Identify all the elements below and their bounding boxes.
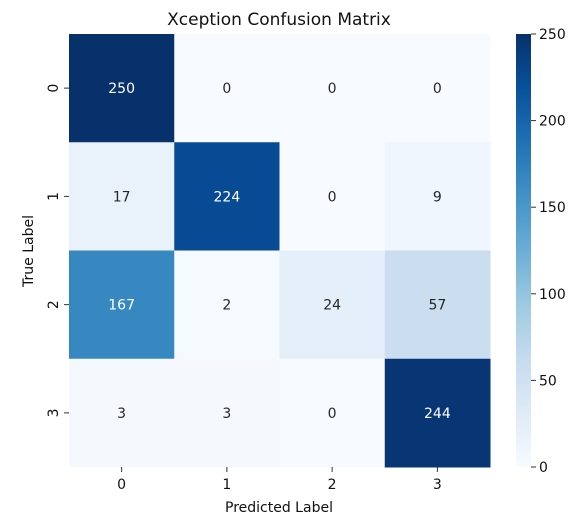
cell-value-label: 57 [428,298,446,314]
heatmap-cell [279,358,386,468]
y-axis-ticks: 0 1 2 3 [46,84,69,417]
heatmap-cell [174,34,280,143]
x-tick-label: 0 [117,477,126,493]
colorbar-tick-label: 200 [539,114,566,130]
colorbar-ticks: 0 50 100 150 200 250 [531,27,566,476]
cell-value-label: 224 [214,189,241,205]
colorbar [516,34,531,467]
heatmap-cell [384,358,491,468]
cell-value-label: 17 [113,189,131,205]
cell-value-label: 0 [328,81,337,97]
chart-title: Xception Confusion Matrix [167,10,391,30]
cell-value-label: 3 [117,406,126,422]
cell-value-label: 244 [424,406,451,422]
y-tick-label: 0 [46,84,62,93]
heatmap-cell [174,142,280,251]
colorbar-tick-label: 250 [539,27,566,43]
y-tick-label: 2 [46,300,62,309]
x-tick-label: 1 [222,477,231,493]
heatmap-cell [279,34,386,143]
heatmap-cell [279,142,386,251]
heatmap-cell [69,34,175,143]
cell-value-label: 2 [222,298,231,314]
cell-value-label: 0 [328,189,337,205]
x-axis-label: Predicted Label [225,500,333,516]
y-tick-label: 3 [46,408,62,417]
cell-value-label: 0 [433,81,442,97]
heatmap-cell [69,358,175,468]
cell-value-label: 250 [108,81,135,97]
x-tick-label: 2 [328,477,337,493]
colorbar-tick-label: 0 [539,460,548,476]
colorbar-tick-label: 150 [539,200,566,216]
x-tick-label: 3 [433,477,442,493]
heatmap-cell [384,250,491,360]
heatmap-cell [384,34,491,143]
cell-value-label: 167 [108,298,135,314]
heatmap-cell [69,142,175,251]
heatmap-cell [384,142,491,251]
cell-value-label: 24 [323,298,341,314]
colorbar-tick-label: 50 [539,373,557,389]
cell-value-label: 3 [222,406,231,422]
heatmap-cell [69,250,175,360]
heatmap-cell [174,250,280,360]
y-tick-label: 1 [46,192,62,201]
x-axis-ticks: 0 1 2 3 [117,467,442,493]
y-axis-label: True Label [21,215,37,288]
heatmap-cell [279,250,386,360]
cell-value-label: 9 [433,189,442,205]
heatmap-cell [174,358,280,468]
cell-value-label: 0 [328,406,337,422]
cell-value-label: 0 [222,81,231,97]
colorbar-tick-label: 100 [539,287,566,303]
heatmap-cells [69,34,491,468]
